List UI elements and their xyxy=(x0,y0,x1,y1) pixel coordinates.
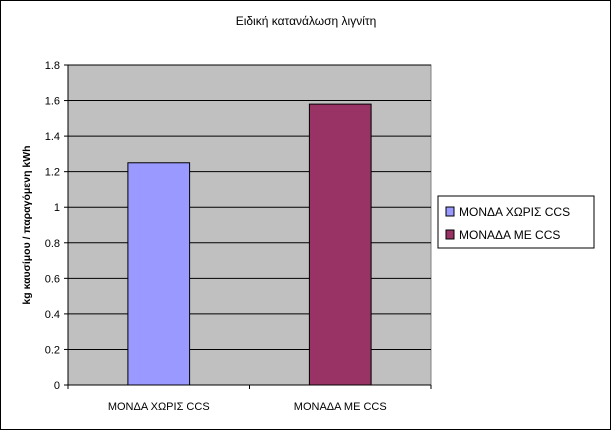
y-tick-label: 0.8 xyxy=(45,238,60,250)
y-tick-label: 0.4 xyxy=(45,309,60,321)
x-category-label: ΜΟΝΑΔΑ ΜΕ CCS xyxy=(294,401,387,413)
y-tick-label: 1.4 xyxy=(45,131,60,143)
y-axis-label: kg καυσίμου / παραγόμενη kWh xyxy=(21,145,33,304)
x-category-label: ΜΟΝΔΑ ΧΩΡΙΣ CCS xyxy=(108,401,210,413)
bar xyxy=(127,162,191,386)
legend-label: ΜΟΝΔΑ ΧΩΡΙΣ CCS xyxy=(459,205,570,219)
legend-swatch xyxy=(445,229,455,240)
bar xyxy=(308,103,372,386)
y-tick-label: 1 xyxy=(54,202,60,214)
bars xyxy=(127,103,372,386)
plot-area xyxy=(67,64,432,386)
y-tick-label: 0.2 xyxy=(45,344,60,356)
legend-swatch xyxy=(445,206,455,217)
y-tick-label: 1.2 xyxy=(45,167,60,179)
y-tick-label: 0 xyxy=(54,380,60,392)
y-tick-label: 1.8 xyxy=(45,60,60,72)
chart-title: Ειδική κατανάλωση λιγνίτη xyxy=(236,14,377,28)
y-tick-label: 1.6 xyxy=(45,96,60,108)
legend-box xyxy=(437,195,595,249)
y-axis: 0 0.2 0.4 0.6 0.8 1 1.2 1.4 1.6 1.8 xyxy=(45,60,69,392)
legend-label: ΜΟΝΑΔΑ ΜΕ CCS xyxy=(459,228,560,242)
legend: ΜΟΝΔΑ ΧΩΡΙΣ CCS ΜΟΝΑΔΑ ΜΕ CCS xyxy=(445,205,570,242)
x-axis: ΜΟΝΔΑ ΧΩΡΙΣ CCS ΜΟΝΑΔΑ ΜΕ CCS xyxy=(67,384,432,413)
y-tick-label: 0.6 xyxy=(45,273,60,285)
